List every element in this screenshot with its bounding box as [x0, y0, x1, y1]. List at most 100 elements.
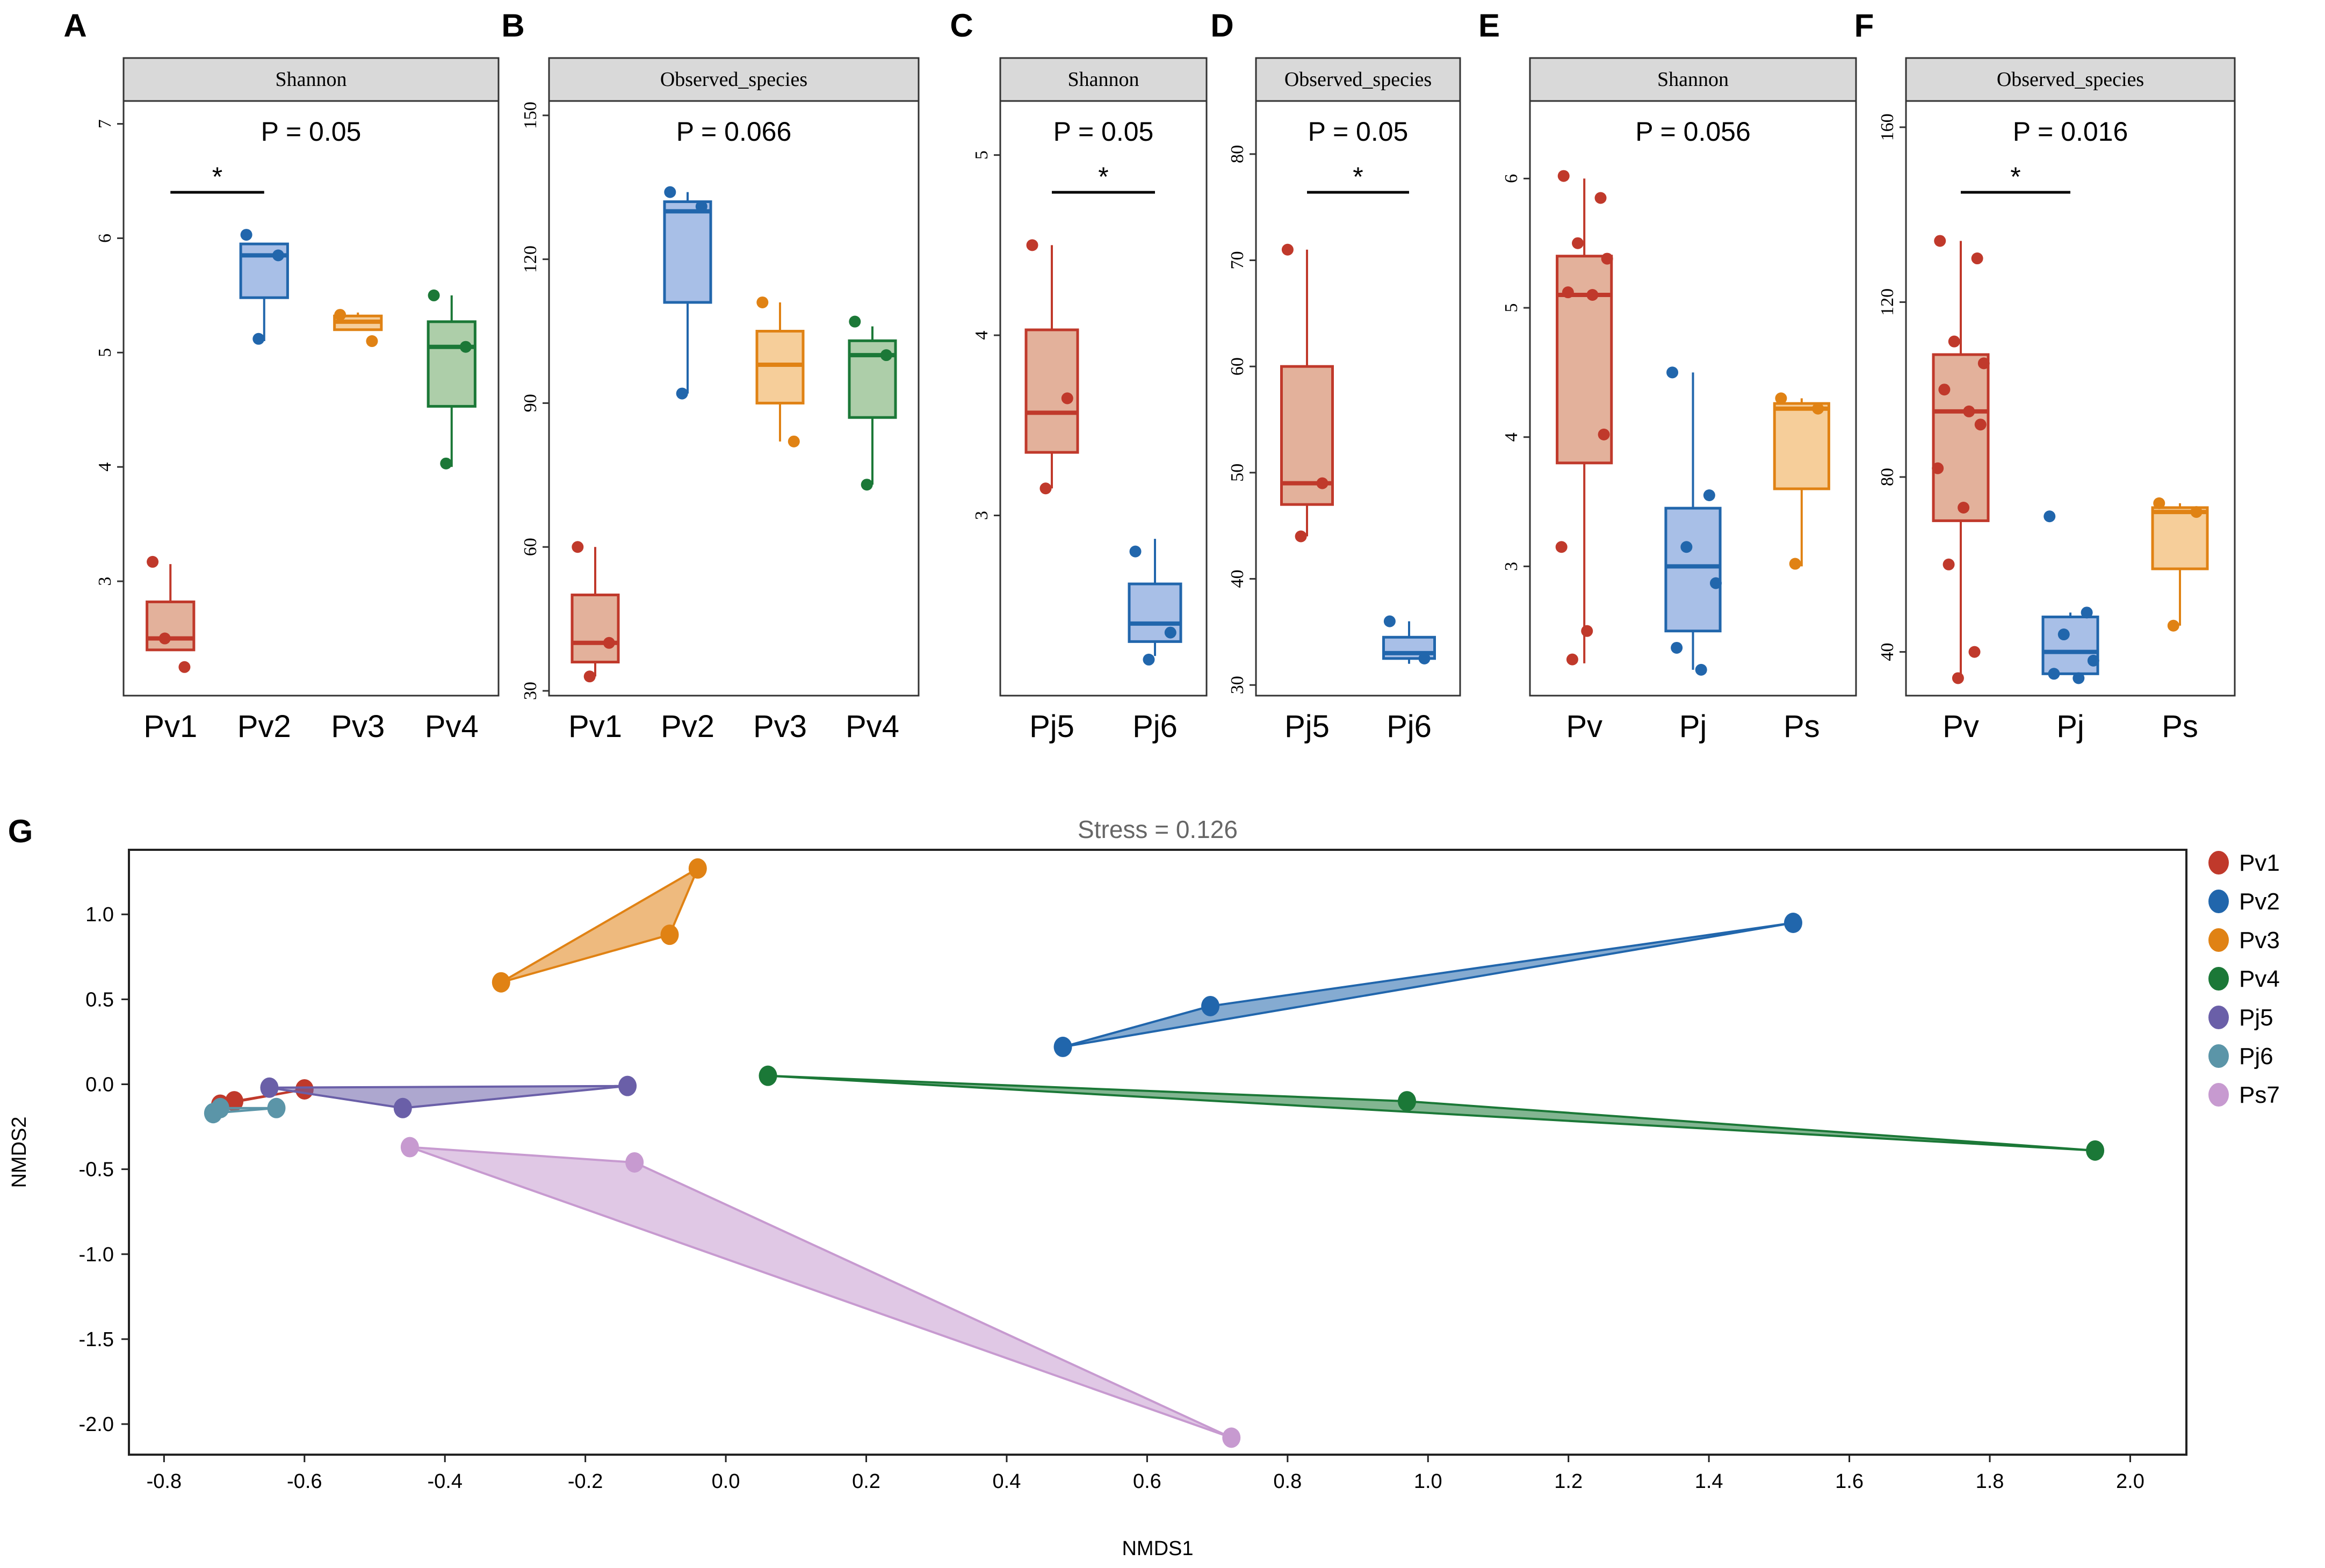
panel-e: E Shannon P = 0.056 3 4 5 6 Pv Pj Ps — [1478, 8, 1857, 744]
panel-letter: C — [950, 8, 973, 44]
data-point — [2081, 606, 2093, 619]
data-point — [1039, 482, 1052, 495]
category-label: Pv3 — [753, 709, 807, 744]
y-tick-label: -1.0 — [79, 1244, 114, 1266]
facet-label: Shannon — [276, 68, 347, 91]
data-point — [1566, 653, 1578, 666]
series-pv3 — [492, 858, 707, 993]
data-point — [1968, 646, 1981, 658]
legend-item: Pj6 — [2208, 1043, 2273, 1070]
box — [571, 594, 620, 664]
y-axis-label: NMDS2 — [8, 1116, 31, 1188]
legend-item: Ps7 — [2208, 1082, 2280, 1108]
data-point — [1383, 615, 1396, 627]
data-point — [211, 1097, 229, 1118]
data-point — [225, 1091, 244, 1112]
data-point — [603, 637, 615, 649]
data-point — [2087, 654, 2099, 667]
category-label: Pj — [2056, 709, 2084, 744]
group-hull — [408, 1146, 1233, 1439]
legend-swatch — [2208, 1083, 2229, 1107]
data-point — [2057, 628, 2070, 641]
group-pv: Pv — [1555, 170, 1613, 744]
data-point — [272, 249, 284, 262]
box — [427, 320, 476, 408]
legend-swatch — [2208, 967, 2229, 991]
group-pj: Pj — [2041, 510, 2099, 744]
x-tick-label: 1.0 — [1414, 1470, 1442, 1493]
y-tick-label: 40 — [1878, 643, 1897, 661]
data-point — [492, 972, 510, 993]
group-pv1: Pv1 — [568, 541, 622, 744]
data-point — [1671, 641, 1683, 654]
legend-label: Pv3 — [2239, 927, 2280, 953]
data-point — [1680, 541, 1693, 553]
data-point — [688, 858, 707, 879]
y-tick-label: 150 — [521, 102, 540, 129]
data-point — [1572, 237, 1584, 249]
data-point — [583, 670, 596, 683]
group-pv1: Pv1 — [143, 555, 197, 744]
data-point — [1026, 239, 1038, 251]
category-label: Pv1 — [143, 709, 197, 744]
category-label: Pv2 — [661, 709, 714, 744]
y-tick-label: 4 — [972, 331, 992, 340]
box — [2151, 506, 2209, 570]
data-point — [2044, 510, 2056, 523]
data-point — [1789, 558, 1801, 570]
data-point — [147, 555, 159, 568]
data-point — [1812, 402, 1824, 415]
x-tick-label: 0.2 — [852, 1470, 880, 1493]
data-point — [664, 186, 676, 198]
data-point — [1666, 366, 1679, 379]
facet-label: Observed_species — [1284, 68, 1432, 91]
x-tick-label: 1.6 — [1835, 1470, 1864, 1493]
y-tick-label: 0.0 — [85, 1073, 114, 1096]
data-point — [1932, 462, 1944, 474]
legend-label: Ps7 — [2239, 1082, 2280, 1108]
group-pv4: Pv4 — [846, 315, 899, 744]
legend-item: Pv4 — [2208, 966, 2280, 992]
data-point — [660, 924, 679, 945]
group-pj6: Pj6 — [1382, 615, 1436, 744]
y-tick-label: 80 — [1878, 468, 1897, 486]
facet-strip — [1255, 57, 1461, 102]
group-pv2: Pv2 — [661, 186, 714, 744]
data-point — [861, 479, 873, 491]
legend-swatch — [2208, 1044, 2229, 1068]
category-label: Ps — [2162, 709, 2198, 744]
y-tick-label: 5 — [1501, 304, 1521, 313]
y-tick-label: 3 — [972, 511, 992, 520]
data-point — [2190, 506, 2203, 518]
data-point — [1775, 392, 1787, 404]
y-tick-label: 3 — [1501, 562, 1521, 571]
x-tick-label: 0.4 — [993, 1470, 1021, 1493]
y-tick-label: 90 — [521, 394, 540, 412]
panel-d: D Observed_species P = 0.05 30 40 50 60 70 80 * Pj… — [1210, 8, 1461, 744]
series-pj5 — [260, 1075, 637, 1118]
data-point — [1974, 418, 1987, 431]
y-tick-label: 50 — [1228, 464, 1247, 482]
category-label: Pv — [1943, 709, 1979, 744]
legend-item: Pv1 — [2208, 850, 2280, 876]
category-label: Pv4 — [425, 709, 479, 744]
data-point — [1594, 192, 1607, 204]
y-tick-label: 120 — [1878, 288, 1897, 316]
p-value-label: P = 0.05 — [261, 117, 362, 147]
group-hull — [268, 1085, 629, 1109]
legend-item: Pv2 — [2208, 888, 2280, 915]
y-tick-label: 60 — [1228, 357, 1247, 375]
category-label: Ps — [1784, 709, 1820, 744]
box — [663, 200, 712, 304]
panel-a: A Shannon P = 0.05 3 4 5 6 7 * Pv1 Pv2 Pv3 Pv4 — [63, 8, 500, 744]
box — [2041, 615, 2099, 675]
legend: Pv1 Pv2 Pv3 Pv4 Pj5 Pj6 Ps7 — [2208, 850, 2280, 1108]
x-tick-label: -0.2 — [568, 1470, 603, 1493]
facet-label: Observed_species — [1997, 68, 2144, 91]
group-hull — [767, 1074, 2097, 1152]
x-tick-label: 0.8 — [1273, 1470, 1302, 1493]
group-ps: Ps — [2151, 497, 2209, 744]
series-pv2 — [1053, 913, 1802, 1057]
y-tick-label: 4 — [95, 463, 115, 472]
legend-label: Pj6 — [2239, 1043, 2273, 1070]
